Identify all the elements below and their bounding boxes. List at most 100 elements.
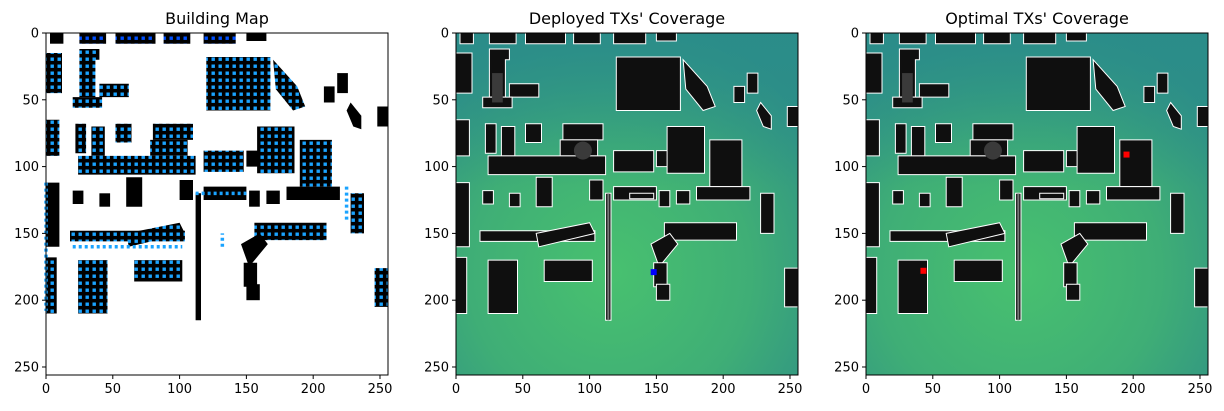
y-tick-label: 50 — [432, 93, 449, 108]
building — [46, 257, 57, 314]
building — [254, 222, 327, 241]
x-tick-label: 0 — [42, 382, 50, 397]
structure — [573, 141, 592, 160]
building — [696, 186, 751, 201]
building — [1170, 192, 1185, 234]
y-tick-label: 50 — [22, 93, 39, 108]
building — [910, 126, 926, 157]
building — [1156, 72, 1169, 94]
building — [455, 119, 470, 157]
building — [897, 259, 928, 314]
building — [760, 192, 775, 234]
building — [650, 232, 679, 268]
building — [487, 155, 607, 176]
building — [865, 52, 883, 94]
building — [746, 72, 759, 94]
building — [79, 49, 100, 98]
building — [898, 32, 927, 45]
building — [663, 222, 737, 241]
x-tick-label: 150 — [234, 382, 259, 397]
building — [206, 57, 271, 111]
tx-marker — [1123, 151, 1130, 158]
building — [1166, 101, 1182, 130]
x-tick-label: 250 — [778, 382, 803, 397]
building — [78, 260, 108, 314]
y-tick-label: 0 — [31, 27, 39, 42]
building — [346, 102, 362, 130]
building — [50, 33, 64, 44]
panel-2-title: Deployed TXs' Coverage — [529, 9, 725, 28]
building — [508, 192, 521, 208]
building — [75, 123, 87, 154]
building — [72, 97, 103, 108]
building — [945, 176, 963, 208]
building — [241, 233, 268, 267]
building — [1143, 85, 1156, 103]
y-tick-label: 100 — [424, 160, 449, 175]
building — [150, 139, 188, 156]
building — [488, 32, 517, 45]
building — [377, 106, 388, 127]
building — [115, 33, 156, 44]
building — [629, 192, 655, 200]
building — [1065, 32, 1087, 42]
building — [266, 190, 280, 204]
building — [72, 190, 84, 204]
building — [945, 222, 1006, 248]
building — [482, 190, 494, 205]
building — [865, 256, 878, 314]
building — [1194, 267, 1209, 308]
y-tick-label: 250 — [424, 360, 449, 375]
building — [455, 182, 470, 248]
building — [46, 53, 62, 94]
building — [459, 32, 474, 45]
building — [897, 155, 1017, 176]
x-tick-label: 250 — [368, 382, 393, 397]
building — [543, 259, 593, 282]
x-tick-label: 250 — [1188, 382, 1213, 397]
building — [99, 193, 111, 207]
y-tick-label: 200 — [14, 294, 39, 309]
building — [1063, 262, 1078, 288]
building — [1196, 106, 1209, 127]
building — [1073, 222, 1147, 241]
structure — [983, 141, 1002, 160]
building — [892, 190, 904, 205]
building — [126, 222, 185, 247]
x-tick-label: 50 — [925, 382, 942, 397]
building — [134, 260, 183, 282]
plot-frame — [455, 32, 799, 376]
building — [337, 73, 348, 94]
x-tick-label: 50 — [515, 382, 532, 397]
x-tick-label: 100 — [577, 382, 602, 397]
building — [615, 56, 681, 111]
panel-3-title: Optimal TXs' Coverage — [945, 9, 1129, 28]
x-tick-label: 150 — [644, 382, 669, 397]
building — [126, 177, 143, 207]
x-tick-label: 50 — [105, 382, 122, 397]
x-tick-label: 200 — [711, 382, 736, 397]
building — [46, 119, 60, 156]
building — [865, 119, 880, 157]
plot-frame — [45, 32, 389, 376]
building — [1025, 56, 1091, 111]
building — [46, 182, 60, 247]
y-tick-label: 150 — [834, 227, 859, 242]
building — [1092, 58, 1126, 112]
y-tick-label: 50 — [842, 93, 859, 108]
y-tick-label: 100 — [834, 160, 859, 175]
building — [756, 101, 772, 130]
structure — [902, 73, 913, 103]
building — [179, 180, 193, 200]
building — [1023, 32, 1057, 45]
y-tick-label: 100 — [14, 160, 39, 175]
building — [455, 256, 468, 314]
building — [983, 32, 1011, 45]
building — [535, 222, 596, 248]
building — [273, 59, 306, 111]
building — [918, 192, 931, 208]
